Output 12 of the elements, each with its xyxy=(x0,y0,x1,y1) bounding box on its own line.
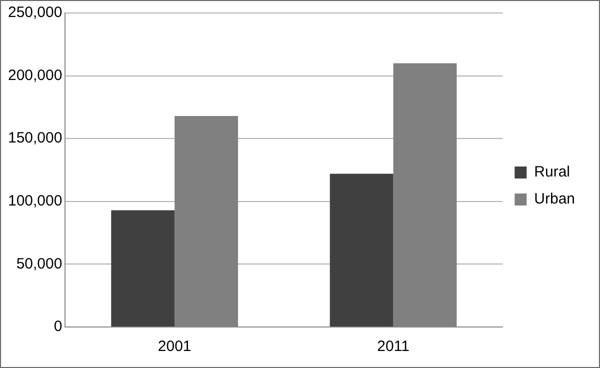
y-tick-label: 100,000 xyxy=(8,192,62,210)
y-tick-label: 200,000 xyxy=(8,66,62,84)
x-tick-label: 2011 xyxy=(377,338,410,356)
x-tick-label: 2001 xyxy=(158,338,192,356)
y-tick-label: 0 xyxy=(54,318,62,336)
bar xyxy=(330,174,394,326)
y-tick-label: 250,000 xyxy=(8,4,62,22)
y-tick-label: 150,000 xyxy=(8,130,62,147)
bar xyxy=(111,210,175,326)
y-tick-label: 50,000 xyxy=(16,255,62,272)
legend-label: Rural xyxy=(534,164,570,181)
legend-label: Urban xyxy=(534,190,576,208)
